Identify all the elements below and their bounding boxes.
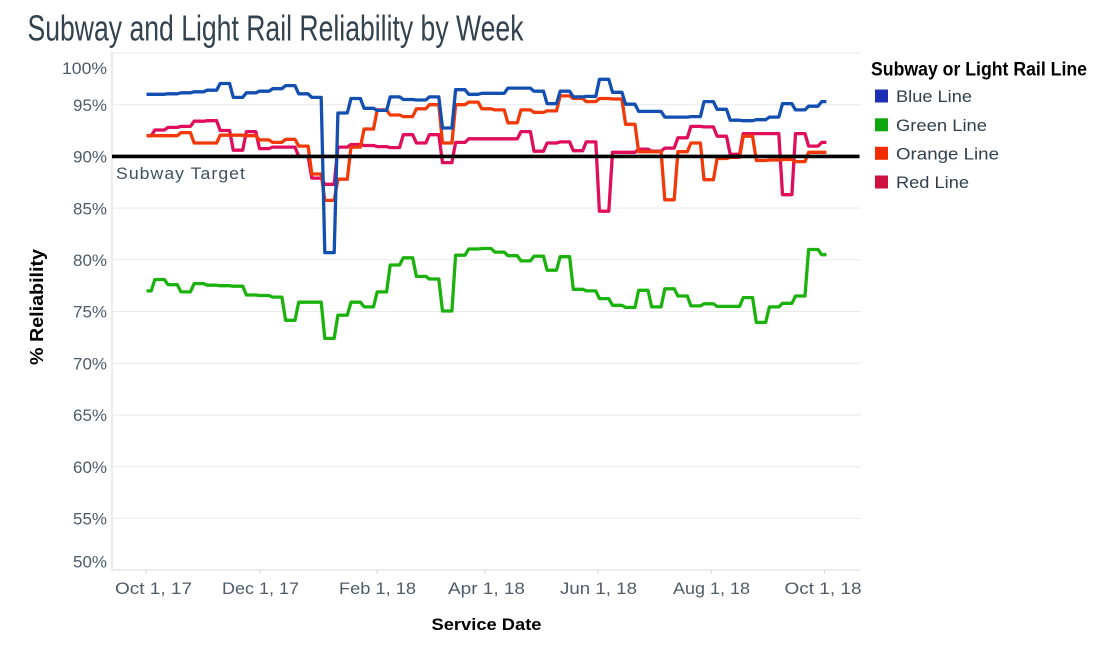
svg-text:75%: 75% bbox=[73, 304, 107, 322]
svg-text:100%: 100% bbox=[62, 60, 107, 78]
svg-text:95%: 95% bbox=[73, 97, 107, 115]
svg-text:80%: 80% bbox=[73, 252, 107, 270]
svg-text:Blue Line: Blue Line bbox=[896, 87, 972, 106]
svg-text:Jun 1, 18: Jun 1, 18 bbox=[560, 580, 637, 598]
svg-text:Oct 1, 18: Oct 1, 18 bbox=[785, 580, 862, 598]
svg-text:Apr 1, 18: Apr 1, 18 bbox=[448, 580, 525, 598]
svg-text:65%: 65% bbox=[73, 407, 107, 425]
svg-text:90%: 90% bbox=[73, 149, 107, 167]
svg-text:55%: 55% bbox=[73, 511, 107, 529]
svg-text:Orange Line: Orange Line bbox=[896, 144, 999, 163]
svg-text:Aug 1, 18: Aug 1, 18 bbox=[673, 580, 750, 598]
svg-text:Feb 1, 18: Feb 1, 18 bbox=[339, 580, 416, 598]
svg-text:Dec 1, 17: Dec 1, 17 bbox=[222, 580, 299, 598]
svg-text:85%: 85% bbox=[73, 200, 107, 218]
svg-text:Green Line: Green Line bbox=[896, 116, 987, 135]
svg-text:50%: 50% bbox=[73, 554, 107, 572]
svg-text:Subway or Light Rail Line: Subway or Light Rail Line bbox=[871, 60, 1087, 81]
svg-text:Red Line: Red Line bbox=[896, 173, 969, 192]
svg-text:Subway and Light Rail Reliabil: Subway and Light Rail Reliability by Wee… bbox=[28, 8, 525, 49]
svg-text:60%: 60% bbox=[73, 459, 107, 477]
svg-text:Oct 1, 17: Oct 1, 17 bbox=[115, 580, 192, 598]
svg-text:Service Date: Service Date bbox=[432, 615, 542, 634]
svg-text:70%: 70% bbox=[73, 355, 107, 373]
svg-text:Subway Target: Subway Target bbox=[116, 164, 246, 183]
svg-text:% Reliability: % Reliability bbox=[27, 249, 47, 365]
